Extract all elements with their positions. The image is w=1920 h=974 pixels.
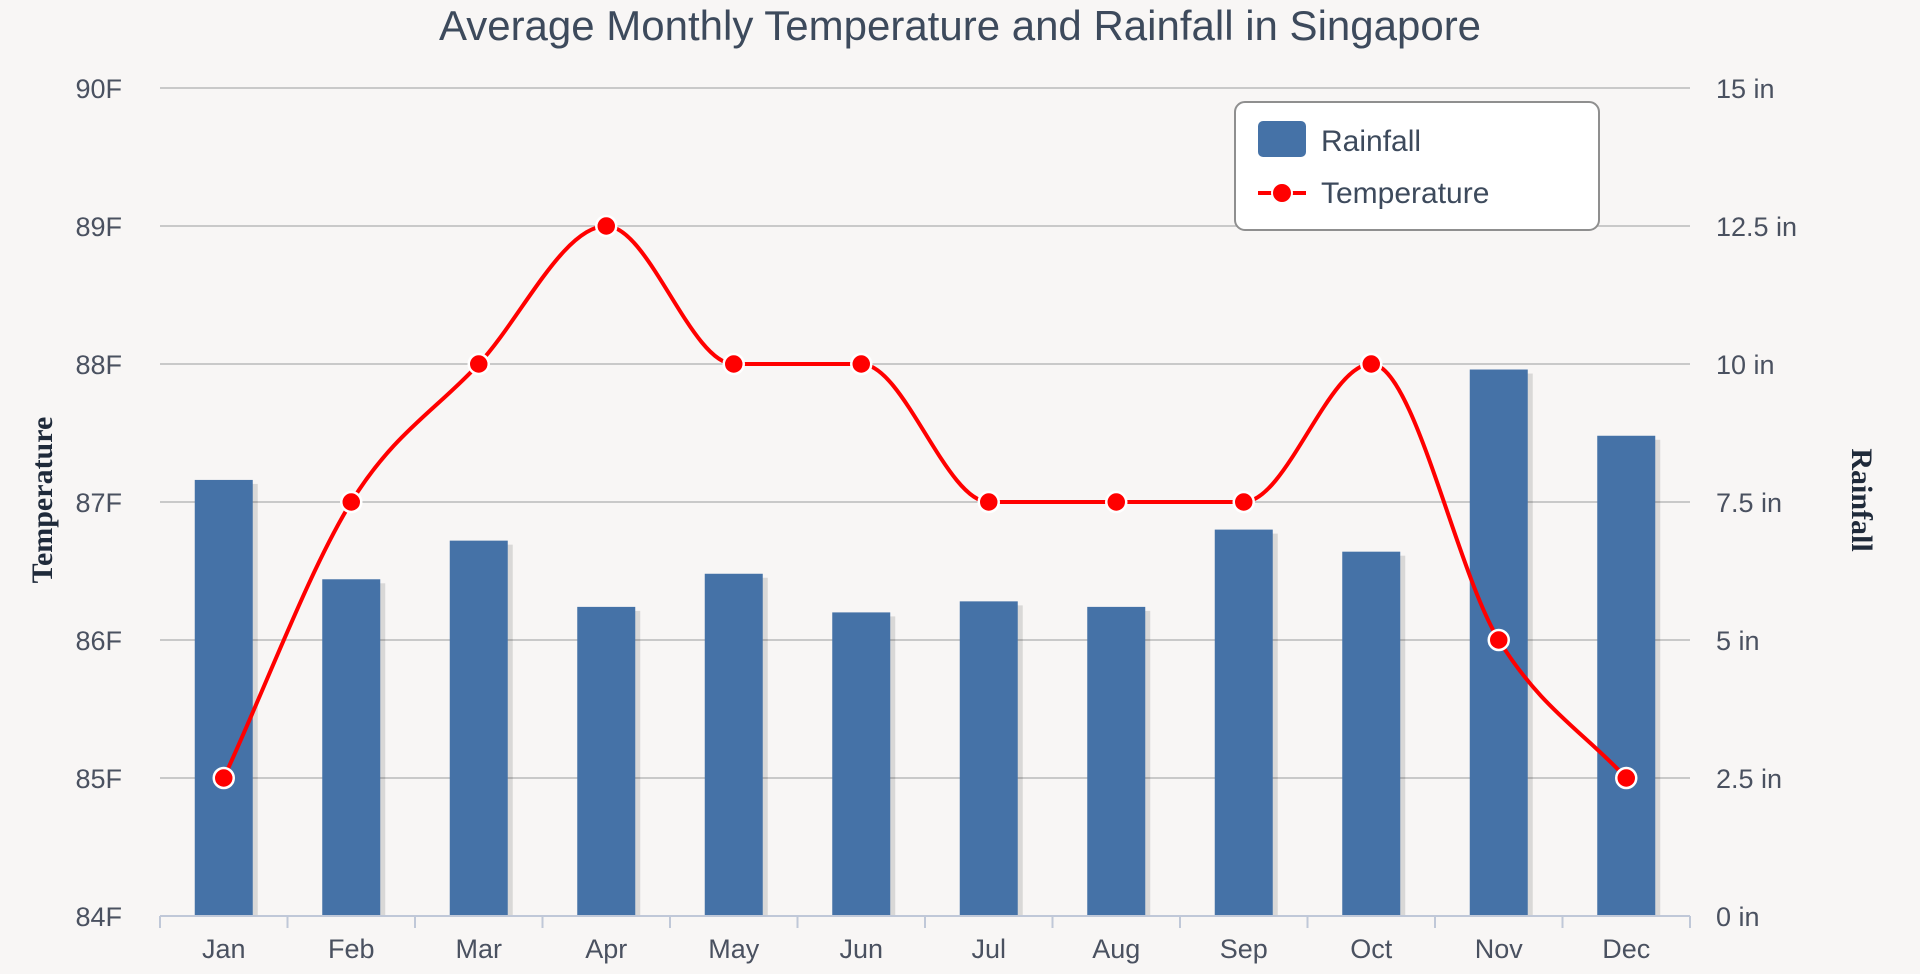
x-tick-label: Feb [328, 934, 375, 964]
y-right-tick-label: 15 in [1716, 74, 1775, 104]
y-axis-left-title: Temperature [26, 417, 59, 584]
chart-title: Average Monthly Temperature and Rainfall… [439, 2, 1481, 49]
x-tick-label: Jul [971, 934, 1006, 964]
rainfall-bar-sep [1214, 529, 1273, 916]
x-tick-label: Aug [1092, 934, 1140, 964]
y-left-tick-label: 90F [75, 74, 122, 104]
y-right-tick-label: 7.5 in [1716, 488, 1782, 518]
legend: Rainfall Temperature [1234, 101, 1600, 231]
x-tick-label: Mar [456, 934, 503, 964]
y-left-tick-label: 84F [75, 902, 122, 932]
temperature-point-aug [1105, 490, 1128, 514]
rainfall-bar-dec [1597, 435, 1656, 916]
temperature-point-jun [850, 352, 873, 376]
temperature-point-apr [595, 214, 618, 238]
x-tick-label: Nov [1475, 934, 1524, 964]
temperature-point-nov [1487, 628, 1510, 652]
legend-temperature-label: Temperature [1321, 177, 1489, 210]
rainfall-bar-jan [194, 479, 253, 916]
rainfall-bars [194, 369, 1661, 916]
temperature-series-line [221, 223, 1628, 780]
temperature-point-mar [467, 352, 490, 376]
y-right-tick-label: 2.5 in [1716, 764, 1782, 794]
x-tick-label: Jun [839, 934, 883, 964]
x-tick-label: Dec [1602, 934, 1650, 964]
y-left-tick-label: 89F [75, 212, 122, 242]
rainfall-bar-jun [832, 612, 891, 916]
rainfall-bar-jul [959, 601, 1018, 916]
axes: 84F 0 in 85F 2.5 in 86F 5 in 87F 7.5 in 88F 10 in… [75, 74, 1797, 964]
temperature-point-jan [212, 766, 235, 790]
legend-rainfall-label: Rainfall [1321, 125, 1421, 158]
rainfall-bar-mar [449, 540, 508, 916]
legend-rainfall-swatch [1258, 121, 1306, 157]
x-tick-label: Apr [585, 934, 627, 964]
y-left-tick-label: 86F [75, 626, 122, 656]
y-right-tick-label: 12.5 in [1716, 212, 1797, 242]
y-right-tick-label: 5 in [1716, 626, 1760, 656]
temperature-point-may [722, 352, 745, 376]
y-right-tick-label: 10 in [1716, 350, 1775, 380]
rainfall-bar-oct [1342, 551, 1401, 916]
temperature-point-dec [1615, 766, 1638, 790]
temperature-point-feb [340, 490, 363, 514]
temperature-point-jul [977, 490, 1000, 514]
x-tick-label: Sep [1220, 934, 1268, 964]
rainfall-bar-aug [1087, 606, 1146, 916]
temperature-point-sep [1232, 490, 1255, 514]
rainfall-bar-may [704, 573, 763, 916]
x-tick-label: Oct [1350, 934, 1393, 964]
temperature-line [212, 214, 1638, 790]
x-tick-label: Jan [202, 934, 246, 964]
y-axis-right-title: Rainfall [1845, 448, 1878, 551]
legend-box [1234, 101, 1600, 231]
rainfall-bar-feb [322, 579, 381, 916]
x-tick-label: May [708, 934, 760, 964]
temperature-point-oct [1360, 352, 1383, 376]
rainfall-bar-apr [577, 606, 636, 916]
y-left-tick-label: 87F [75, 488, 122, 518]
gridlines [160, 87, 1690, 917]
y-right-tick-label: 0 in [1716, 902, 1760, 932]
legend-temperature-marker [1271, 182, 1293, 204]
y-left-tick-label: 88F [75, 350, 122, 380]
y-left-tick-label: 85F [75, 764, 122, 794]
